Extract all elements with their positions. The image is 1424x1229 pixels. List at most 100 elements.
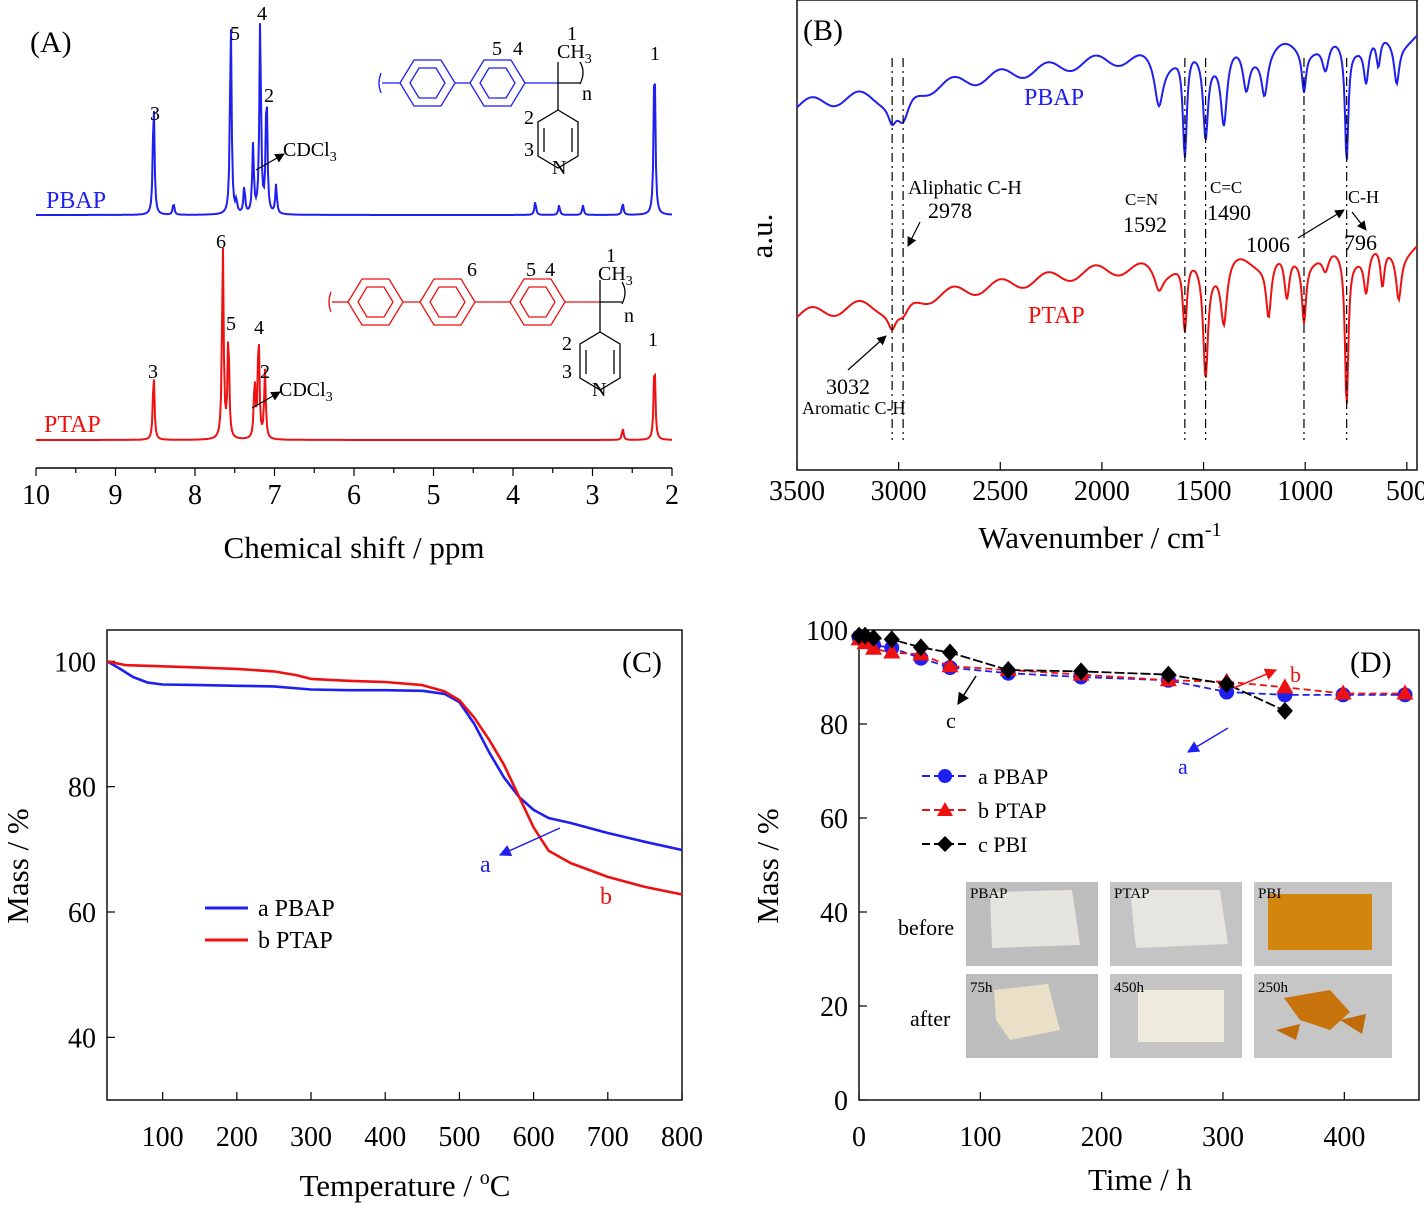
d-legend-b-marker: [937, 802, 953, 816]
d-y-tick-label: 80: [820, 710, 848, 741]
c-x-tick-label: 800: [661, 1122, 703, 1153]
svg-text:250h: 250h: [1258, 980, 1289, 996]
d-arrow-c: [957, 675, 977, 706]
a-ptap-struct-1: 1: [606, 245, 616, 267]
photo-after-ptap: 450h: [1110, 974, 1242, 1058]
d-point-ptap: [1334, 684, 1352, 700]
a-pbap-struct-1: 1: [567, 23, 577, 45]
b-1006-arrow: [1297, 209, 1345, 239]
b-2978-arrow: [907, 221, 921, 247]
b-796: 796: [1344, 230, 1377, 255]
d-point-pbi: [1073, 662, 1090, 681]
a-pbap-struct-4: 4: [513, 38, 523, 60]
panel-b-label: (B): [803, 14, 843, 47]
photo-before-pbap: PBAP: [966, 882, 1098, 966]
svg-text:PBI: PBI: [1258, 886, 1281, 902]
c-series-line-ptap: [106, 660, 683, 896]
a-ptap-peak-4: 4: [254, 317, 264, 339]
d-point-pbi: [1160, 665, 1177, 684]
d-point-ptap: [883, 643, 901, 659]
b-3032: 3032: [826, 374, 870, 399]
panel-b-ticks: 3500 3000 2500 2000 1500 1000 500: [769, 462, 1424, 507]
panel-b-x-label: Wavenumber / cm-1: [978, 519, 1221, 555]
panel-a-label: (A): [30, 26, 72, 59]
b-3032-arrow: [847, 335, 887, 371]
d-legend-b: b PTAP: [978, 798, 1047, 823]
d-point-ptap: [941, 657, 959, 673]
a-ptap-structure: 6 5 4 1 CH3 n 2 3 N: [328, 245, 634, 401]
panel-c-series: [106, 660, 683, 896]
a-x-tick-label: 5: [427, 480, 441, 511]
panel-a-ticks: 10 9 8 7 6 5 4 3 2: [22, 468, 679, 511]
d-series-line-pbap: [858, 636, 1405, 696]
a-x-tick-label: 2: [665, 480, 679, 511]
a-pbap-peak-5: 5: [230, 23, 240, 45]
a-pbap-struct-5: 5: [492, 38, 502, 60]
a-ptap-peak-6: 6: [216, 231, 226, 253]
d-curve-label-c: c: [946, 708, 956, 733]
a-x-tick-label: 8: [188, 480, 202, 511]
a-pbap-peak-1: 1: [650, 43, 660, 65]
d-point-pbi: [865, 628, 882, 647]
svg-text:PTAP: PTAP: [1114, 886, 1149, 902]
panel-d-frame: [858, 629, 1420, 1101]
panel-a-pbap-spectrum: [36, 23, 673, 216]
b-cn-label: C=N: [1125, 190, 1158, 209]
d-y-tick-label: 0: [834, 1086, 848, 1117]
a-x-tick-label: 6: [347, 480, 361, 511]
b-x-tick-label: 3500: [769, 476, 825, 507]
c-x-tick-label: 100: [142, 1122, 184, 1153]
panel-c-tga: (C) 100 200 300 400 500 600 700 800 40 60 80 100 Te…: [0, 629, 703, 1203]
c-x-tick-label: 200: [216, 1122, 258, 1153]
d-point-pbi: [1276, 701, 1293, 720]
a-ptap-struct-N: N: [592, 379, 606, 401]
a-ptap-struct-6: 6: [467, 259, 477, 281]
b-1006: 1006: [1246, 232, 1290, 257]
d-point-pbi: [883, 630, 900, 649]
b-x-tick-label: 3000: [871, 476, 927, 507]
svg-text:450h: 450h: [1114, 980, 1145, 996]
panel-b-band-markers: [891, 58, 1348, 440]
c-legend-b: b PTAP: [258, 928, 333, 954]
d-arrow-b: [1233, 668, 1278, 689]
d-point-ptap: [1276, 678, 1294, 694]
a-ptap-peak-1: 1: [648, 329, 658, 351]
panel-b-ptap-spectrum: [796, 245, 1418, 404]
b-aliphatic-label: Aliphatic C-H: [908, 177, 1022, 199]
panel-a-pbap-label: PBAP: [46, 188, 106, 214]
panel-c-frame: [106, 629, 683, 1101]
b-x-tick-label: 1500: [1176, 476, 1232, 507]
panel-c-y-label: Mass / %: [0, 808, 35, 923]
panel-c-x-label: Temperature / oC: [300, 1167, 511, 1203]
a-ptap-cdcl3: CDCl3: [279, 379, 333, 405]
d-y-tick-label: 100: [806, 616, 848, 647]
c-x-tick-label: 700: [587, 1122, 629, 1153]
b-1592: 1592: [1123, 212, 1167, 237]
panel-d-ticks: 0 100 200 300 400 0 20 40 60 80 100: [806, 616, 1365, 1153]
c-y-tick-label: 40: [68, 1023, 96, 1054]
c-x-tick-label: 600: [513, 1122, 555, 1153]
b-x-tick-label: 2000: [1074, 476, 1130, 507]
d-legend-a-marker: [938, 769, 952, 783]
a-pbap-peak-3: 3: [150, 103, 160, 125]
d-row-after: after: [910, 1006, 951, 1031]
b-x-tick-label: 1000: [1277, 476, 1333, 507]
b-x-tick-label: 500: [1386, 476, 1424, 507]
c-series-line-pbap: [106, 660, 683, 852]
a-ptap-struct-5: 5: [526, 259, 536, 281]
d-y-tick-label: 20: [820, 992, 848, 1023]
a-ptap-struct-ch3: CH3: [598, 263, 633, 289]
d-legend-c-marker: [937, 836, 953, 852]
svg-text:PBAP: PBAP: [970, 886, 1008, 902]
a-ptap-cdcl3-arrow: [251, 391, 281, 409]
d-x-tick-label: 400: [1323, 1122, 1365, 1153]
d-arrow-a: [1186, 727, 1229, 753]
a-pbap-struct-2: 2: [524, 107, 534, 129]
d-curve-label-b: b: [1290, 662, 1301, 687]
a-ptap-struct-4: 4: [545, 259, 555, 281]
panel-d-stability: (D) 0 100 200 300 400 0 20 40 60 80 100 Time / h M…: [750, 616, 1420, 1197]
panel-b-ftir: (B) 3500 3000 2500 2000 1500 1000 500 Wavenumb…: [744, 0, 1424, 555]
a-x-tick-label: 9: [109, 480, 123, 511]
a-ptap-struct-2: 2: [562, 333, 572, 355]
panel-b-pbap-spectrum: [796, 35, 1418, 160]
